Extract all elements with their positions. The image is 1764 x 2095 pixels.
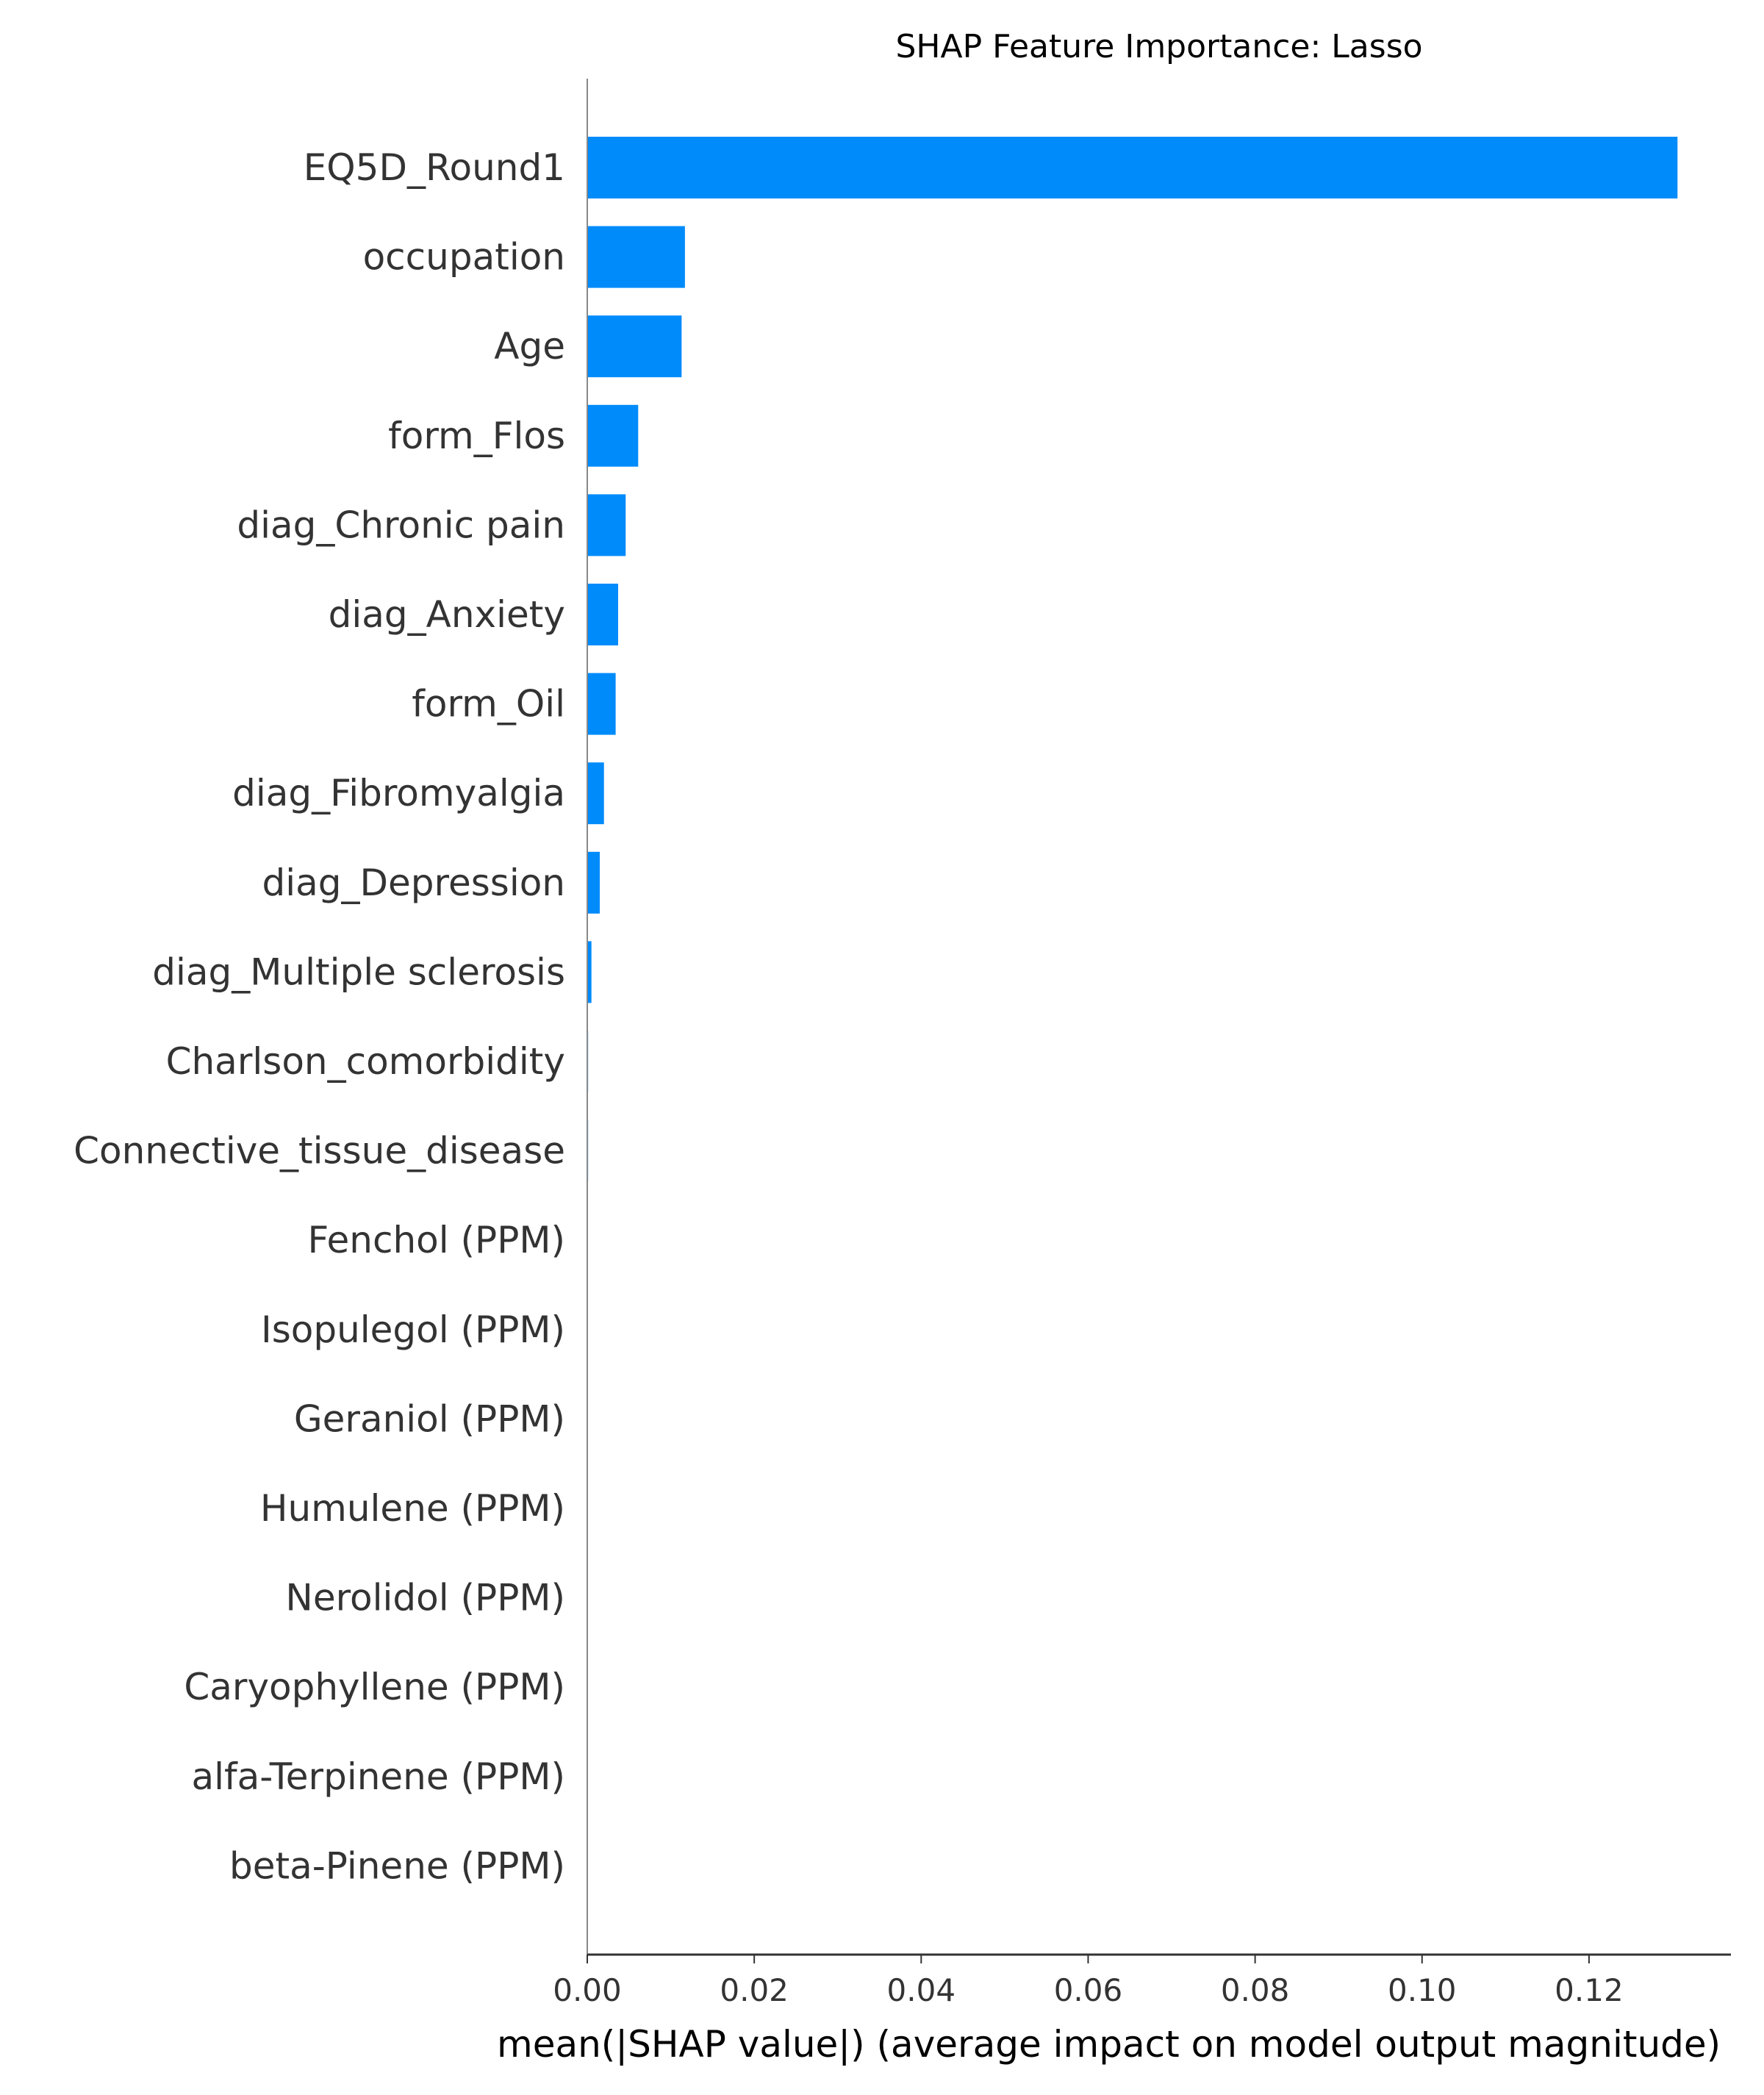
bar: [587, 226, 685, 288]
x-tick-label: 0.04: [887, 1972, 956, 2008]
feature-label: Caryophyllene (PPM): [184, 1666, 565, 1708]
feature-label: diag_Depression: [262, 862, 566, 904]
bar: [587, 851, 600, 914]
chart-title: SHAP Feature Importance: Lasso: [895, 28, 1422, 65]
feature-label: Charlson_comorbidity: [166, 1040, 565, 1083]
feature-label: form_Flos: [388, 415, 565, 457]
feature-label: Connective_tissue_disease: [74, 1130, 565, 1172]
feature-label: Age: [494, 325, 565, 368]
feature-label: alfa-Terpinene (PPM): [192, 1755, 565, 1798]
feature-label: diag_Anxiety: [329, 593, 565, 636]
bars-group: [587, 137, 1678, 1182]
bar: [587, 494, 626, 556]
feature-label: form_Oil: [412, 683, 565, 726]
feature-label: diag_Fibromyalgia: [232, 772, 565, 814]
feature-label: Geraniol (PPM): [294, 1397, 565, 1440]
bar: [587, 584, 619, 645]
feature-label: Fenchol (PPM): [308, 1219, 566, 1261]
x-tick-label: 0.08: [1221, 1972, 1290, 2008]
feature-label: Humulene (PPM): [260, 1487, 565, 1530]
x-axis-label: mean(|SHAP value|) (average impact on mo…: [497, 2023, 1721, 2066]
bar: [587, 315, 682, 378]
x-tick-label: 0.12: [1555, 1972, 1624, 2008]
bar: [587, 137, 1678, 198]
feature-labels-group: EQ5D_Round1 occupation Age form_Flos diag_Ch…: [74, 146, 565, 1887]
x-ticks-group: 0.00 0.02 0.04 0.06 0.08 0.10 0.12: [553, 1955, 1624, 2008]
x-tick-label: 0.02: [720, 1972, 789, 2008]
x-tick-label: 0.06: [1054, 1972, 1123, 2008]
bar: [587, 673, 616, 735]
feature-label: diag_Chronic pain: [237, 504, 565, 546]
x-tick-label: 0.00: [553, 1972, 622, 2008]
feature-label: occupation: [363, 236, 565, 279]
feature-label: Nerolidol (PPM): [285, 1577, 565, 1619]
feature-label: Isopulegol (PPM): [261, 1308, 565, 1351]
feature-label: diag_Multiple sclerosis: [152, 950, 565, 993]
feature-label: beta-Pinene (PPM): [229, 1844, 565, 1887]
x-tick-label: 0.10: [1388, 1972, 1457, 2008]
bar: [587, 404, 639, 467]
bar: [587, 941, 592, 1003]
bar: [587, 762, 604, 825]
feature-label: EQ5D_Round1: [304, 146, 565, 189]
